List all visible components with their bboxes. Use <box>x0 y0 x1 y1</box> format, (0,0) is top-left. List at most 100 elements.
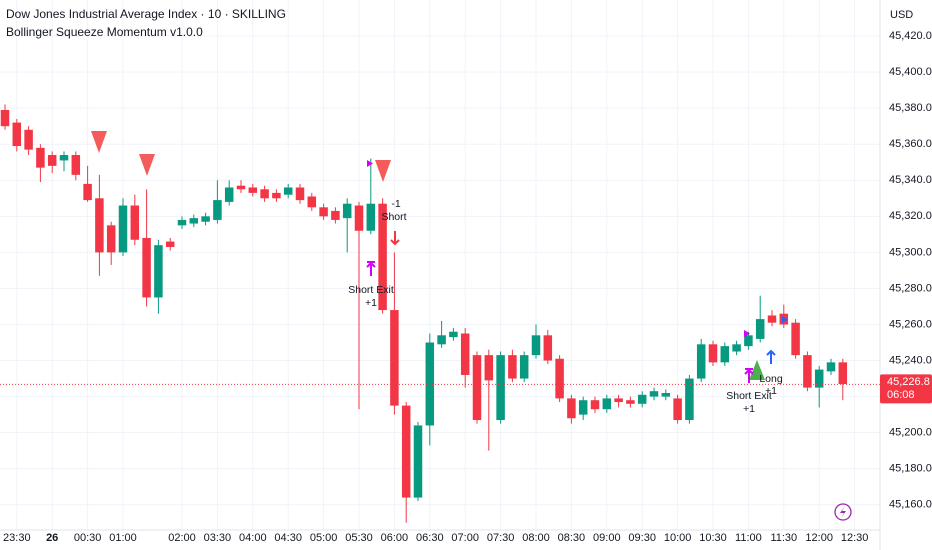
candle-body <box>295 187 305 201</box>
candle-body <box>201 216 210 222</box>
pointer <box>367 160 373 167</box>
candle-body <box>614 398 623 403</box>
x-tick-label: 09:30 <box>628 532 656 544</box>
exit-arrow <box>366 261 376 276</box>
candle-body <box>83 183 92 201</box>
candle-body <box>720 346 730 363</box>
sell-triangle <box>375 160 391 182</box>
candle-body <box>519 355 529 379</box>
candle-body <box>24 129 33 150</box>
candle-body <box>626 400 635 404</box>
candle-body <box>838 362 848 384</box>
long-arrow <box>766 349 776 364</box>
sell-triangle <box>139 154 155 176</box>
signal-label: Long <box>759 373 783 385</box>
sell-triangle <box>91 131 107 153</box>
candle-body <box>602 398 612 410</box>
buy-triangle <box>749 360 765 380</box>
pointer <box>782 316 788 323</box>
candle-body <box>496 355 505 421</box>
candle-body <box>319 207 328 217</box>
candle-body <box>71 155 81 175</box>
candle-body <box>177 219 187 226</box>
last-price-label: 45,226.8 <box>887 376 930 388</box>
x-tick-label: 00:30 <box>74 532 102 544</box>
candle-body <box>696 344 706 379</box>
candle-body <box>508 355 517 379</box>
candle-body <box>732 344 741 352</box>
candle-body <box>755 319 765 339</box>
candle-body <box>354 205 364 231</box>
candle-body <box>484 355 494 381</box>
y-tick-label: 45,380.0 <box>889 102 932 114</box>
signal-label: +1 <box>743 403 755 415</box>
candle-body <box>649 391 659 397</box>
candle-body <box>106 225 116 253</box>
candle-body <box>118 205 128 253</box>
candle-body <box>342 203 352 219</box>
candle-body <box>708 344 718 363</box>
candle-body <box>224 187 234 202</box>
y-tick-label: 45,360.0 <box>889 138 932 150</box>
x-tick-label: 05:30 <box>345 532 373 544</box>
candle-body <box>567 398 576 419</box>
candle-body <box>531 335 541 356</box>
candle-body <box>248 187 258 193</box>
candle-body <box>130 205 140 240</box>
candle-body <box>0 109 10 127</box>
candle-body <box>673 398 682 421</box>
y-tick-label: 45,320.0 <box>889 210 932 222</box>
x-tick-label: 10:30 <box>699 532 727 544</box>
candle-body <box>390 310 399 406</box>
candle-body <box>437 335 446 345</box>
x-tick-label: 06:00 <box>381 532 409 544</box>
x-tick-label: 08:00 <box>522 532 550 544</box>
alert-icon[interactable] <box>834 503 852 521</box>
candle-body <box>142 237 151 298</box>
candle-body <box>283 187 293 195</box>
x-tick-label: 04:30 <box>274 532 302 544</box>
candle-body <box>555 358 564 399</box>
y-tick-label: 45,180.0 <box>889 463 932 475</box>
candle-body <box>401 405 411 498</box>
indicator-name: Bollinger Squeeze Momentum v1.0.0 <box>6 25 203 39</box>
candle-body <box>826 362 836 372</box>
y-tick-label: 45,200.0 <box>889 427 932 439</box>
pointer <box>744 330 750 337</box>
y-tick-label: 45,420.0 <box>889 30 932 42</box>
candle-body <box>472 355 482 421</box>
x-tick-label: 11:00 <box>735 532 762 544</box>
candle-body <box>95 198 104 253</box>
signal-label: Short Exit <box>348 284 394 296</box>
signal-label: Short Exit <box>726 390 772 402</box>
candle-body <box>12 122 22 147</box>
alert-bolt <box>840 506 846 518</box>
candle-body <box>59 155 69 161</box>
candle-body <box>767 315 777 323</box>
x-tick-label: 12:00 <box>805 532 833 544</box>
short-arrow <box>390 231 400 246</box>
y-tick-label: 45,160.0 <box>889 499 932 511</box>
exit-arrow <box>744 368 754 383</box>
y-tick-label: 45,340.0 <box>889 174 932 186</box>
candle-body <box>637 394 647 404</box>
candle-body <box>154 245 163 298</box>
candle-body <box>685 378 694 421</box>
candle-body <box>449 331 458 338</box>
signal-label: Short <box>381 211 406 223</box>
candle-body <box>307 196 317 208</box>
x-tick-label: 12:30 <box>841 532 869 544</box>
candles <box>0 104 848 523</box>
signal-label: -1 <box>391 198 400 210</box>
x-tick-label: 08:30 <box>558 532 586 544</box>
candle-body <box>47 155 57 166</box>
chart-title: Dow Jones Industrial Average Index · 10 … <box>6 7 286 21</box>
x-tick-label: 07:00 <box>451 532 479 544</box>
x-tick-label: 04:00 <box>239 532 267 544</box>
x-tick-label: 01:00 <box>109 532 137 544</box>
y-tick-label: 45,240.0 <box>889 354 932 366</box>
candle-body <box>189 218 199 224</box>
